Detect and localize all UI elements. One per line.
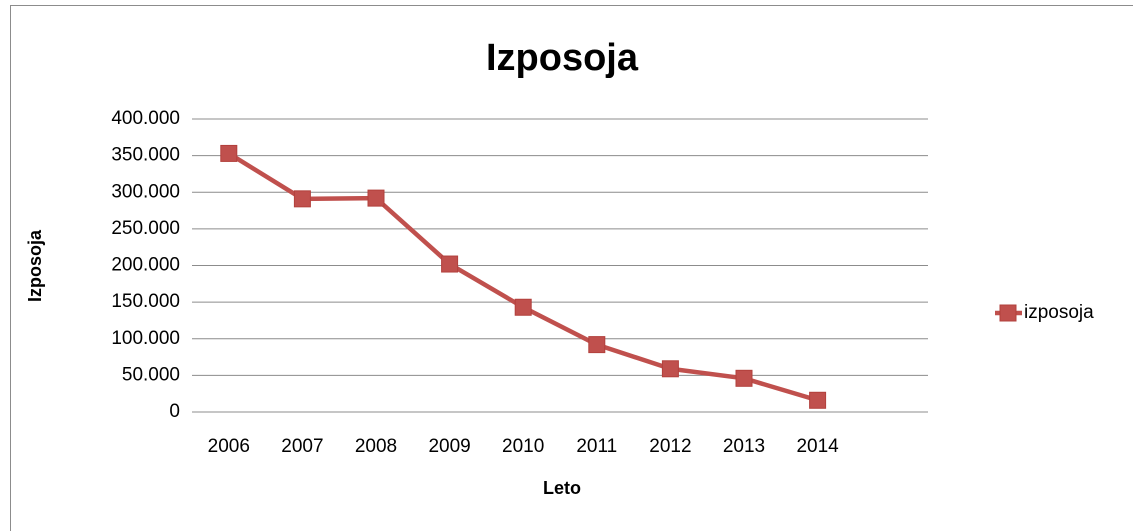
- y-tick-label: 100.000: [111, 328, 180, 349]
- y-tick-label: 300.000: [111, 181, 180, 202]
- data-point: [514, 298, 532, 316]
- data-point: [367, 189, 385, 207]
- x-tick-label: 2013: [723, 436, 765, 457]
- chart-title: Izposoja: [486, 37, 639, 79]
- x-axis-label: Leto: [543, 478, 581, 498]
- x-tick-label: 2012: [649, 436, 691, 457]
- data-point: [220, 144, 238, 162]
- data-point: [809, 391, 827, 409]
- data-point: [588, 336, 606, 354]
- data-point: [661, 360, 679, 378]
- x-tick-label: 2014: [796, 436, 839, 457]
- data-point: [293, 190, 311, 208]
- x-tick-label: 2011: [576, 436, 617, 457]
- legend-marker: [999, 304, 1017, 322]
- y-tick-label: 400.000: [111, 108, 180, 129]
- data-point: [735, 369, 753, 387]
- chart-frame: [10, 5, 1133, 531]
- y-tick-label: 0: [169, 401, 180, 422]
- legend-label: izposoja: [1024, 302, 1094, 323]
- x-tick-label: 2006: [208, 436, 250, 457]
- x-tick-label: 2010: [502, 436, 544, 457]
- y-tick-label: 200.000: [111, 255, 180, 276]
- y-tick-label: 150.000: [111, 291, 180, 312]
- y-tick-label: 350.000: [111, 145, 180, 166]
- y-axis-label: Izposoja: [25, 229, 45, 302]
- y-tick-label: 50.000: [122, 364, 180, 385]
- data-point: [441, 255, 459, 273]
- x-tick-label: 2007: [281, 436, 323, 457]
- x-tick-label: 2009: [428, 436, 470, 457]
- x-tick-label: 2008: [355, 436, 397, 457]
- y-tick-label: 250.000: [111, 218, 180, 239]
